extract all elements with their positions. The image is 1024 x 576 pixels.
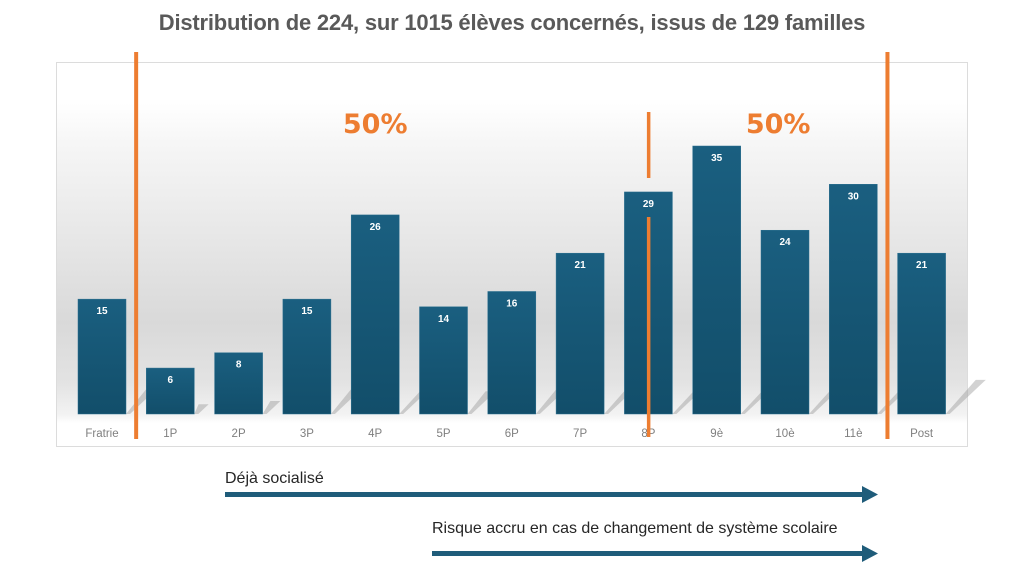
percentage-annotation: 50% — [746, 109, 811, 140]
bar-shadow — [194, 404, 209, 414]
x-tick-label: 6P — [505, 428, 519, 440]
percentage-annotation: 50% — [343, 109, 408, 140]
x-tick-label: 5P — [436, 428, 450, 440]
arrow-shaft — [225, 492, 865, 497]
bar-value-label: 21 — [575, 260, 587, 271]
bar-value-label: 6 — [168, 375, 174, 386]
bar — [487, 291, 537, 415]
bar-value-label: 16 — [506, 298, 518, 309]
x-tick-label: 10è — [775, 428, 794, 440]
bar — [350, 214, 400, 415]
divider-line-middle-bottom — [646, 217, 651, 437]
bar-value-label: 15 — [301, 306, 313, 317]
x-tick-label: 11è — [844, 428, 862, 440]
x-tick-label: 9è — [710, 428, 723, 440]
bar-value-label: 29 — [643, 199, 655, 210]
divider-line-right — [885, 52, 890, 439]
bar — [419, 306, 468, 415]
bar — [829, 184, 878, 415]
x-tick-label: 3P — [300, 428, 314, 440]
bar-value-label: 24 — [779, 237, 791, 248]
x-tick-label: Post — [910, 428, 934, 440]
bar — [555, 252, 605, 415]
x-tick-label: Fratrie — [85, 428, 118, 440]
arrow-shaft — [432, 551, 865, 556]
bar — [282, 298, 332, 415]
x-tick-label: 1P — [163, 428, 177, 440]
x-tick-label: 4P — [368, 428, 382, 440]
arrowhead-icon — [862, 486, 878, 503]
bar — [214, 352, 263, 415]
arrow-label-risk: Risque accru en cas de changement de sys… — [432, 520, 838, 537]
overlay-lines: 50% 50% — [134, 52, 890, 439]
arrow-socialised — [225, 486, 878, 503]
bar-value-label: 14 — [438, 314, 450, 325]
arrow-label-socialised: Déjà socialisé — [225, 470, 324, 487]
bars-group: 15 6 8 15 26 14 16 21 29 35 24 30 21 — [77, 145, 946, 415]
bar — [760, 229, 810, 415]
x-tick-label: 7P — [573, 428, 587, 440]
bar-value-label: 21 — [916, 260, 928, 271]
chart-title: Distribution de 224, sur 1015 élèves con… — [158, 10, 866, 35]
bar-value-label: 35 — [711, 153, 723, 164]
bar — [897, 252, 946, 415]
bar-value-label: 8 — [236, 360, 242, 371]
arrow-risk — [432, 545, 878, 562]
bar — [146, 367, 195, 415]
bar-value-label: 26 — [370, 222, 382, 233]
divider-line-left — [134, 52, 139, 439]
bar-shadow — [262, 400, 281, 414]
divider-line-middle-top — [646, 112, 651, 178]
bar-value-label: 15 — [96, 306, 108, 317]
bar-shadow — [945, 379, 986, 414]
x-tick-label: 2P — [232, 428, 246, 440]
arrowhead-icon — [862, 545, 878, 562]
bar — [77, 298, 127, 415]
bar-value-label: 30 — [848, 191, 860, 202]
bar — [692, 145, 741, 415]
